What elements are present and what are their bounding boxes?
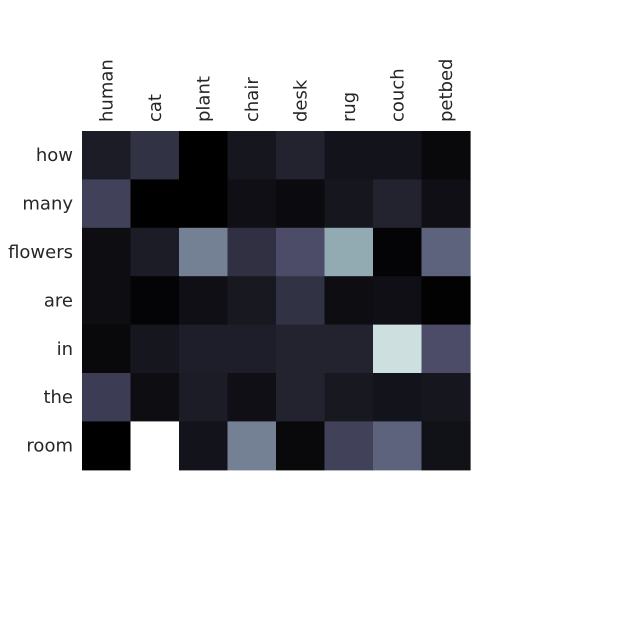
heatmap-cell bbox=[373, 324, 423, 374]
heatmap-cell bbox=[373, 179, 423, 229]
x-tick-label: plant bbox=[193, 76, 214, 122]
heatmap-cell bbox=[82, 324, 132, 374]
heatmap-cell bbox=[227, 227, 277, 277]
y-tick-label: flowers bbox=[8, 242, 73, 263]
heatmap-cell bbox=[179, 227, 229, 277]
heatmap-cell bbox=[227, 179, 277, 229]
heatmap-cell bbox=[130, 179, 180, 229]
y-tick-label: in bbox=[57, 339, 73, 360]
y-tick-labels: how many flowers are in the room bbox=[8, 145, 73, 456]
x-tick-label: desk bbox=[290, 79, 311, 122]
heatmap-cell bbox=[324, 179, 374, 229]
heatmap-cell bbox=[130, 227, 180, 277]
heatmap-cell bbox=[276, 324, 326, 374]
x-tick-label: rug bbox=[339, 92, 360, 122]
heatmap-cell bbox=[276, 227, 326, 277]
heatmap-cell bbox=[82, 179, 132, 229]
heatmap-cell bbox=[227, 324, 277, 374]
x-tick-label: couch bbox=[387, 68, 408, 122]
heatmap-cell bbox=[82, 373, 132, 422]
heatmap-cell bbox=[82, 276, 132, 326]
heatmap-cell bbox=[227, 373, 277, 422]
heatmap-cell bbox=[324, 131, 374, 180]
heatmap-cell bbox=[179, 131, 229, 180]
heatmap-cell bbox=[324, 227, 374, 277]
heatmap-cell bbox=[130, 421, 180, 471]
heatmap-cells bbox=[82, 131, 471, 471]
heatmap-cell bbox=[130, 373, 180, 422]
heatmap-cell bbox=[130, 324, 180, 374]
heatmap-cell bbox=[130, 276, 180, 326]
heatmap-cell bbox=[421, 131, 471, 180]
heatmap-cell bbox=[324, 276, 374, 326]
heatmap-cell bbox=[421, 276, 471, 326]
heatmap-cell bbox=[179, 421, 229, 471]
heatmap-cell bbox=[421, 324, 471, 374]
heatmap-cell bbox=[421, 421, 471, 471]
heatmap-cell bbox=[373, 227, 423, 277]
heatmap-cell bbox=[324, 324, 374, 374]
x-tick-label: human bbox=[96, 59, 117, 122]
heatmap-cell bbox=[179, 373, 229, 422]
heatmap-cell bbox=[82, 421, 132, 471]
heatmap-cell bbox=[276, 373, 326, 422]
heatmap-cell bbox=[276, 131, 326, 180]
heatmap-cell bbox=[421, 373, 471, 422]
x-tick-label: chair bbox=[242, 77, 263, 122]
heatmap-cell bbox=[421, 227, 471, 277]
y-tick-label: the bbox=[43, 387, 73, 408]
heatmap-cell bbox=[324, 373, 374, 422]
x-tick-label: petbed bbox=[436, 59, 457, 122]
heatmap-cell bbox=[227, 276, 277, 326]
heatmap-cell bbox=[373, 276, 423, 326]
heatmap-cell bbox=[421, 179, 471, 229]
heatmap-cell bbox=[373, 131, 423, 180]
heatmap-cell bbox=[373, 421, 423, 471]
heatmap-cell bbox=[276, 276, 326, 326]
y-tick-label: room bbox=[26, 436, 73, 457]
heatmap-cell bbox=[179, 276, 229, 326]
heatmap-cell bbox=[373, 373, 423, 422]
heatmap-cell bbox=[324, 421, 374, 471]
heatmap-cell bbox=[82, 131, 132, 180]
heatmap-cell bbox=[82, 227, 132, 277]
heatmap-cell bbox=[276, 179, 326, 229]
y-tick-label: are bbox=[44, 290, 73, 311]
y-tick-label: many bbox=[22, 194, 73, 215]
heatmap-cell bbox=[227, 131, 277, 180]
heatmap-cell bbox=[227, 421, 277, 471]
heatmap-cell bbox=[179, 179, 229, 229]
x-tick-labels: human cat plant chair desk rug couch petbed bbox=[96, 59, 457, 122]
heatmap-cell bbox=[130, 131, 180, 180]
y-tick-label: how bbox=[36, 145, 73, 166]
heatmap-cell bbox=[276, 421, 326, 471]
heatmap-cell bbox=[179, 324, 229, 374]
x-tick-label: cat bbox=[145, 94, 166, 122]
